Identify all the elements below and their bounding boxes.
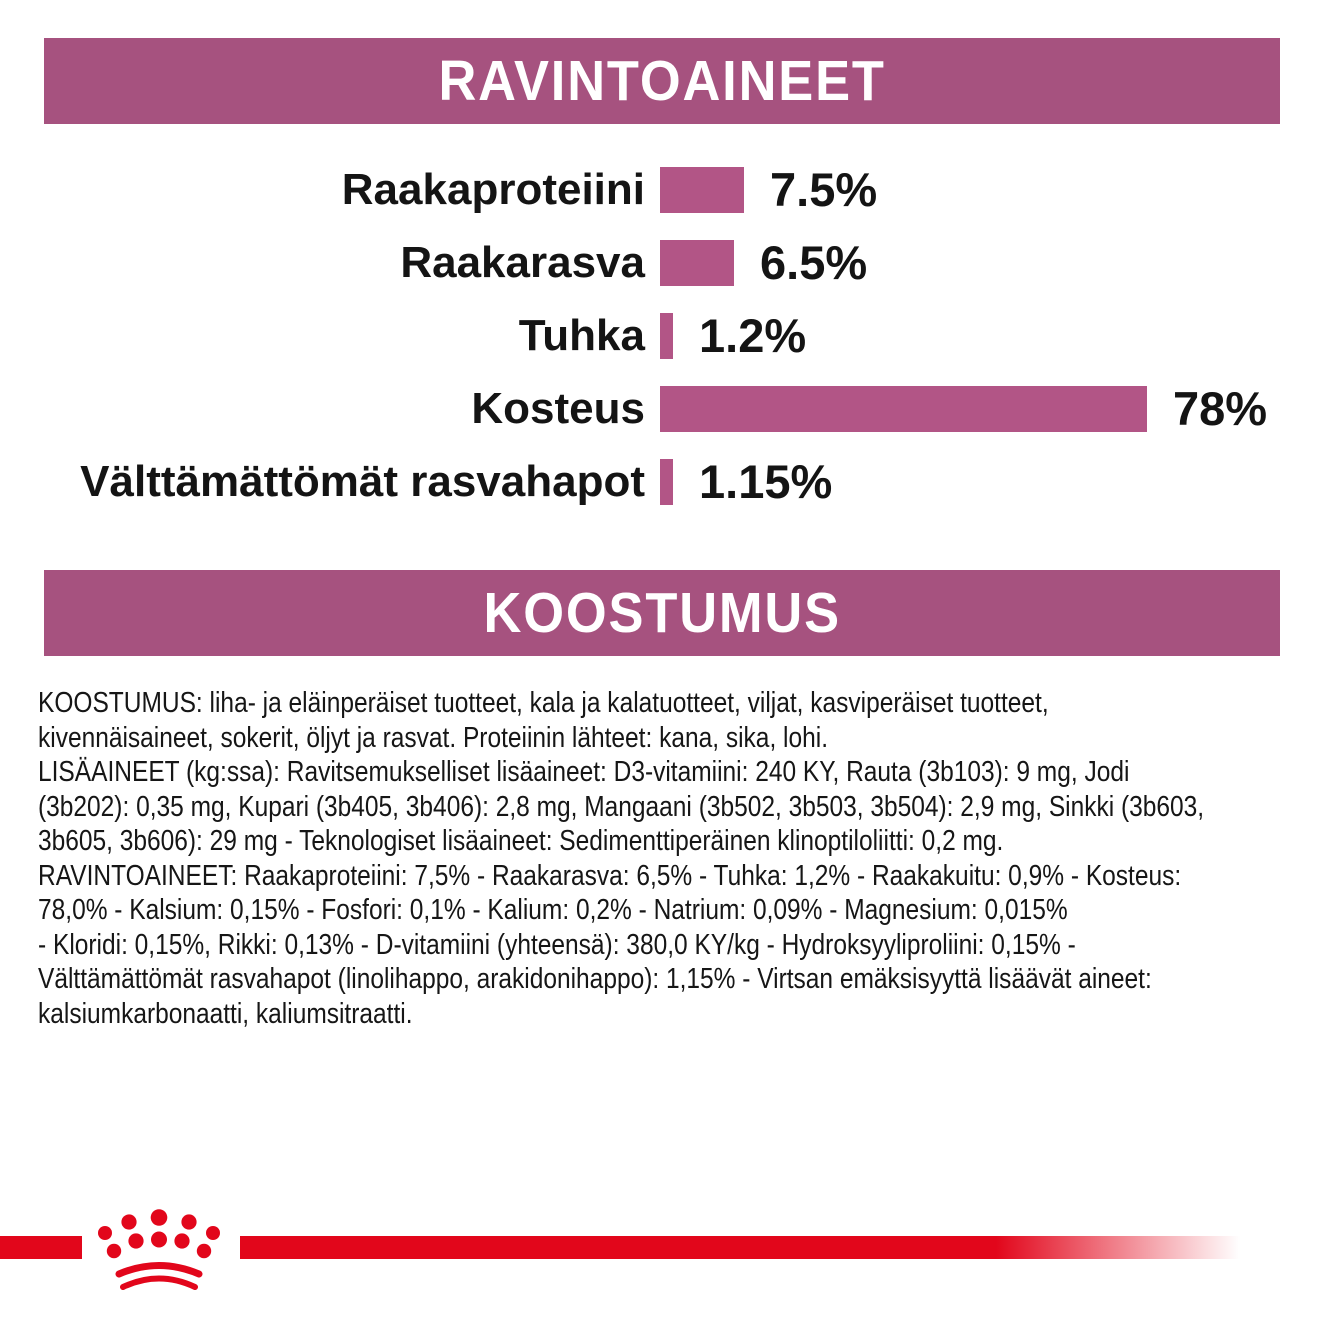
nutrients-bar-chart: Raakaproteiini 7.5% Raakarasva 6.5% Tuhk…: [0, 153, 1320, 518]
chart-category-label: Välttämättömät rasvahapot: [80, 456, 645, 506]
composition-text-line: Välttämättömät rasvahapot (linolihappo, …: [38, 963, 1152, 995]
chart-bar: [660, 312, 673, 359]
chart-bar: [660, 166, 744, 213]
chart-value-label: 78%: [1173, 382, 1268, 435]
chart-bar: [660, 385, 1147, 432]
chart-bar: [660, 239, 734, 286]
composition-text-line: kalsiumkarbonaatti, kaliumsitraatti.: [38, 997, 413, 1030]
nutrients-banner: RAVINTOAINEET: [44, 38, 1280, 124]
composition-banner: KOOSTUMUS: [44, 570, 1280, 656]
chart-row-raakaproteiini: Raakaproteiini 7.5%: [0, 153, 1320, 226]
chart-category-label: Kosteus: [471, 383, 645, 433]
composition-text-line: 78,0% - Kalsium: 0,15% - Fosfori: 0,1% -…: [38, 894, 1068, 926]
chart-value-label: 7.5%: [770, 163, 878, 216]
chart-category-label: Tuhka: [518, 310, 645, 360]
chart-value-label: 6.5%: [760, 236, 868, 289]
nutrients-banner-title: RAVINTOAINEET: [438, 49, 886, 113]
chart-category-label: Raakarasva: [400, 237, 645, 287]
composition-text-line: LISÄAINEET (kg:ssa): Ravitsemukselliset …: [38, 756, 1130, 788]
brand-stripe-left: [0, 1236, 82, 1259]
composition-text-line: 3b605, 3b606): 29 mg - Teknologiset lisä…: [38, 825, 1004, 857]
composition-text-block: KOOSTUMUS: liha- ja eläinperäiset tuotte…: [38, 686, 1313, 1031]
composition-text-line: kivennäisaineet, sokerit, öljyt ja rasva…: [38, 721, 829, 754]
chart-value-label: 1.2%: [699, 309, 807, 362]
composition-text-line: - Kloridi: 0,15%, Rikki: 0,13% - D-vitam…: [38, 928, 1076, 961]
composition-banner-title: KOOSTUMUS: [483, 581, 841, 645]
chart-row-tuhka: Tuhka 1.2%: [0, 299, 1320, 372]
chart-row-rasvahapot: Välttämättömät rasvahapot 1.15%: [0, 445, 1320, 518]
chart-value-label: 1.15%: [699, 455, 833, 508]
chart-bar: [660, 458, 673, 505]
royal-canin-crown-icon: [98, 1209, 220, 1290]
brand-stripe-right: [240, 1236, 1320, 1259]
composition-text-line: KOOSTUMUS: liha- ja eläinperäiset tuotte…: [38, 687, 1049, 719]
chart-category-label: Raakaproteiini: [341, 164, 645, 214]
chart-row-kosteus: Kosteus 78%: [0, 372, 1320, 445]
composition-text-line: RAVINTOAINEET: Raakaproteiini: 7,5% - Ra…: [38, 859, 1182, 892]
chart-row-raakarasva: Raakarasva 6.5%: [0, 226, 1320, 299]
composition-text-line: (3b202): 0,35 mg, Kupari (3b405, 3b406):…: [38, 790, 1205, 823]
